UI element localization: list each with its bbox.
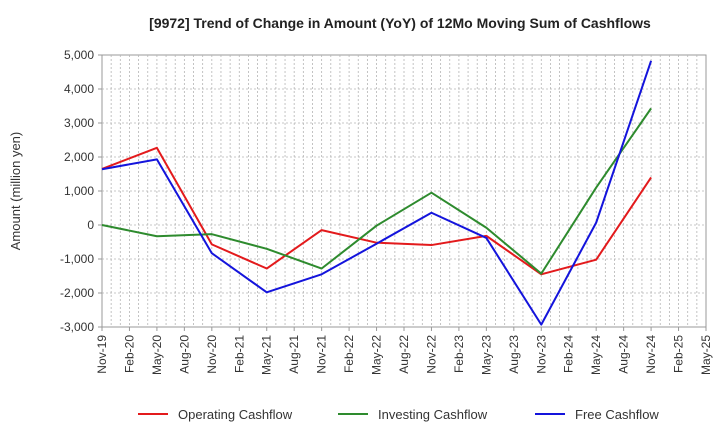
x-tick-label: Aug-21 [287,335,301,374]
x-tick-label: May-25 [699,335,713,375]
y-tick-label: -2,000 [60,286,94,300]
x-tick-label: Feb-20 [122,335,136,373]
x-tick-label: Nov-22 [424,335,438,374]
x-tick-label: May-23 [479,335,493,375]
y-tick-label: -1,000 [60,252,94,266]
y-axis-label: Amount (million yen) [8,132,23,251]
legend-label-operating-cashflow: Operating Cashflow [178,407,293,422]
x-tick-label: May-20 [150,335,164,375]
x-tick-label: May-21 [260,335,274,375]
x-tick-label: May-24 [589,335,603,375]
x-tick-label: Nov-21 [315,335,329,374]
series-line-free-cashflow [101,60,653,326]
y-tick-label: 5,000 [64,48,94,62]
x-tick-label: May-22 [370,335,384,375]
x-tick-label: Feb-25 [672,335,686,373]
x-tick-label: Feb-23 [452,335,466,373]
y-axis-ticks: 5,000 4,000 3,000 2,000 1,000 0 -1,000 -2,000 -3… [60,48,102,334]
series-lines [101,60,653,326]
x-tick-label: Aug-20 [177,335,191,374]
series-line-investing-cashflow [101,107,652,275]
x-tick-label: Nov-19 [95,335,109,374]
x-tick-label: Aug-23 [507,335,521,374]
legend-label-free-cashflow: Free Cashflow [575,407,659,422]
x-tick-label: Feb-22 [342,335,356,373]
chart-title: [9972] Trend of Change in Amount (YoY) o… [149,15,651,31]
y-tick-label: 1,000 [64,184,94,198]
x-tick-label: Feb-21 [232,335,246,373]
y-tick-label: 2,000 [64,150,94,164]
legend: Operating Cashflow Investing Cashflow Free… [138,407,659,422]
x-tick-label: Aug-22 [397,335,411,374]
x-tick-label: Nov-23 [534,335,548,374]
y-tick-label: 3,000 [64,116,94,130]
y-tick-label: -3,000 [60,320,94,334]
x-tick-label: Nov-24 [644,335,658,374]
legend-label-investing-cashflow: Investing Cashflow [378,407,488,422]
y-tick-label: 4,000 [64,82,94,96]
x-axis-ticks: Nov-19 Feb-20 May-20 Aug-20 Nov-20 Feb-21 May-… [95,327,713,375]
x-tick-label: Aug-24 [617,335,631,374]
y-tick-label: 0 [87,218,94,232]
x-tick-label: Nov-20 [205,335,219,374]
x-tick-label: Feb-24 [562,335,576,373]
grid-lines [102,55,706,327]
